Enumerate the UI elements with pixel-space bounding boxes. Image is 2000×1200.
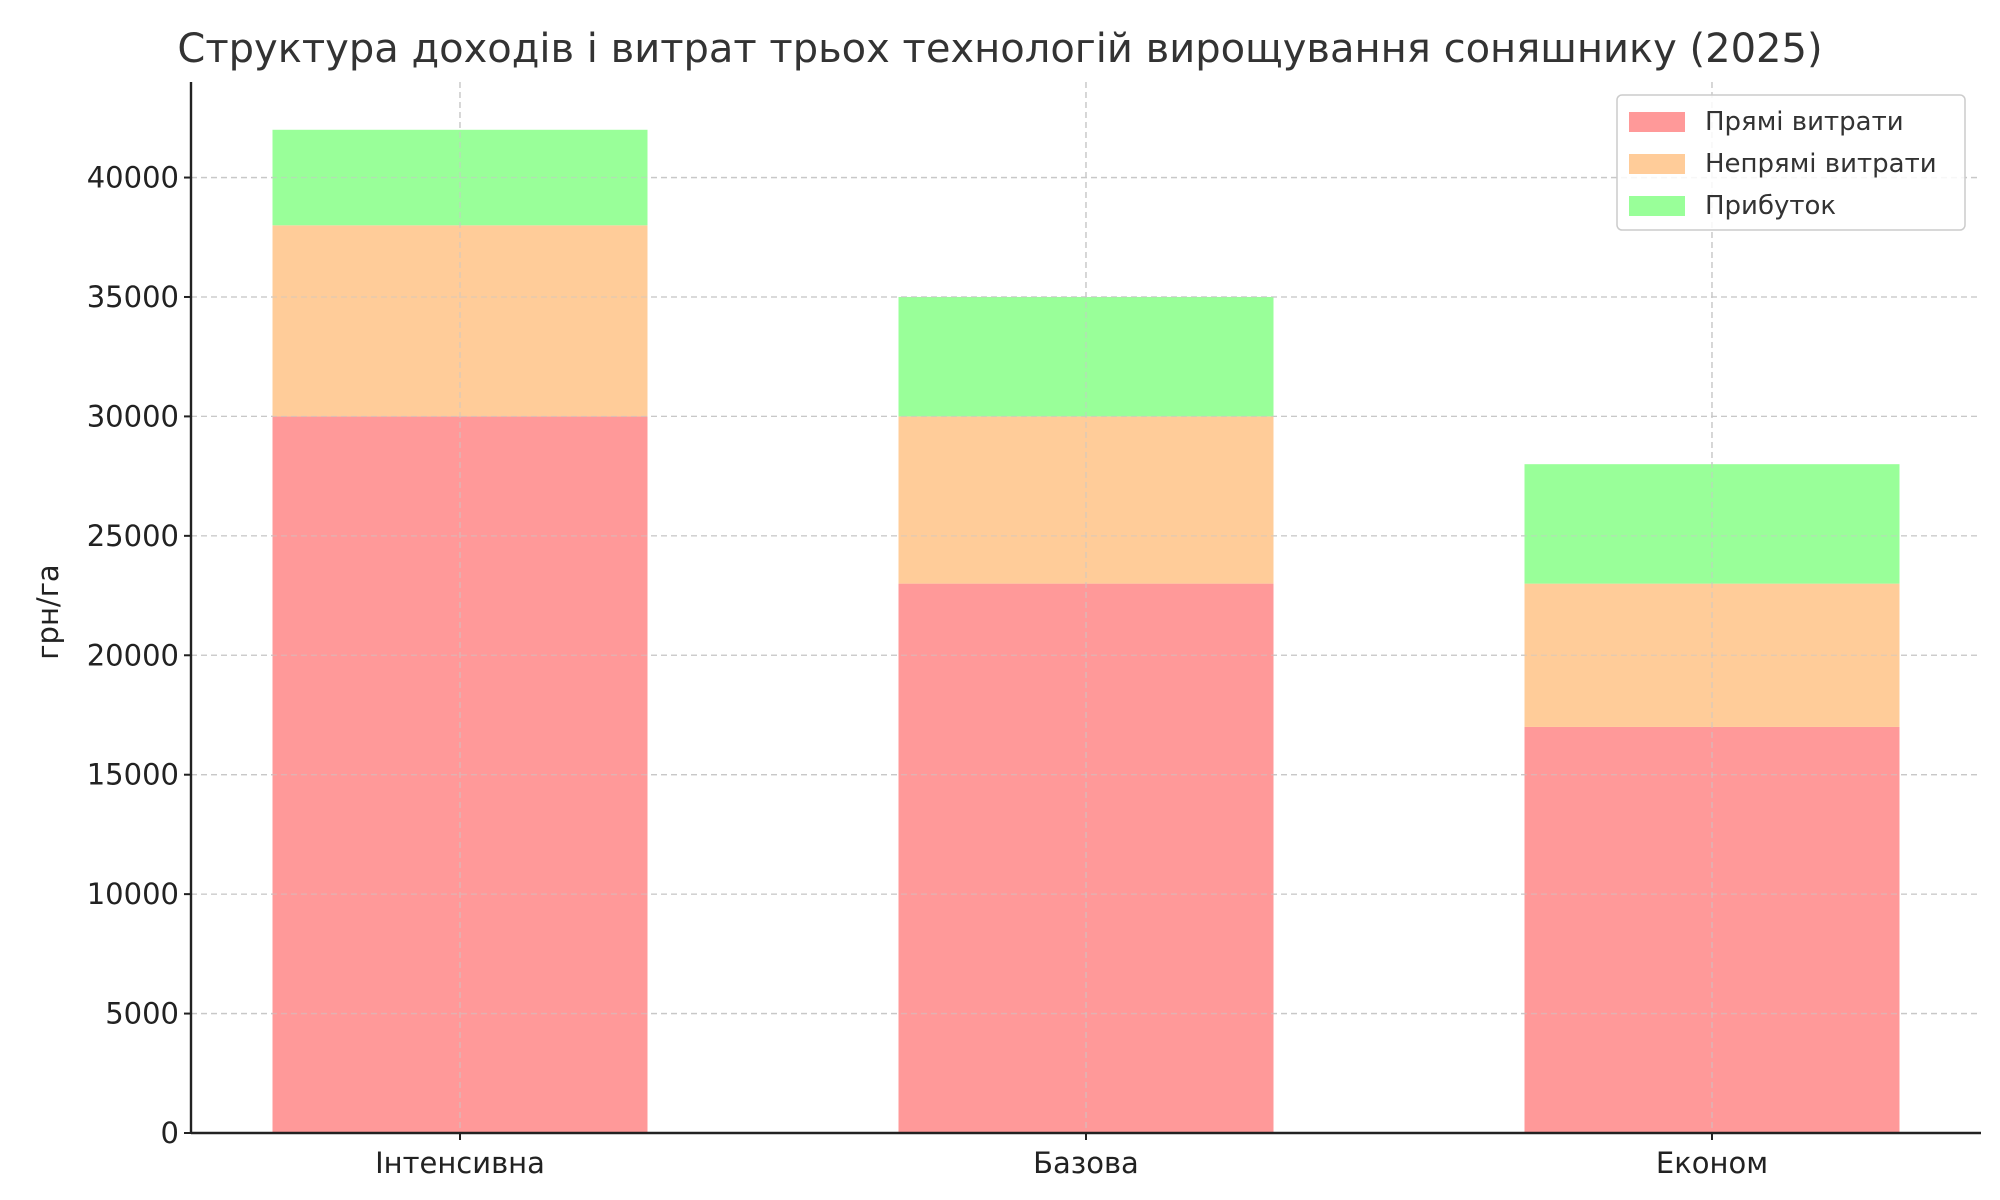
bar-segment-Непрямі витрати [898, 416, 1274, 584]
y-tick-label: 20000 [87, 638, 179, 672]
x-tick-label: Базова [1033, 1146, 1139, 1180]
legend-label: Прямі витрати [1705, 107, 1904, 137]
legend-swatch [1629, 112, 1685, 132]
legend-swatch [1629, 154, 1685, 174]
y-tick-label: 40000 [87, 161, 179, 195]
y-tick-label: 5000 [105, 997, 179, 1031]
legend-label: Непрямі витрати [1705, 149, 1937, 179]
legend-swatch [1629, 196, 1685, 216]
legend-box [1616, 94, 1966, 231]
y-tick-label: 25000 [87, 519, 179, 553]
y-tick-label: 15000 [87, 758, 179, 792]
y-tick-label: 10000 [87, 877, 179, 911]
chart-title: Структура доходів і витрат трьох техноло… [177, 26, 1822, 72]
x-tick-label: Економ [1656, 1146, 1768, 1180]
x-tick-label: Інтенсивна [375, 1146, 545, 1180]
axes-layer: 0 5000 10000 15000 20000 25000 30000 35000 40000… [87, 82, 1981, 1180]
legend-label: Прибуток [1705, 191, 1836, 221]
bars-layer [191, 82, 1981, 1134]
y-tick-label: 0 [161, 1116, 179, 1150]
y-axis-label: грн/га [31, 564, 65, 659]
legend: Прямі витрати Непрямі витрати Прибуток [1616, 94, 1966, 231]
y-tick-label: 30000 [87, 399, 179, 433]
y-tick-label: 35000 [87, 280, 179, 314]
